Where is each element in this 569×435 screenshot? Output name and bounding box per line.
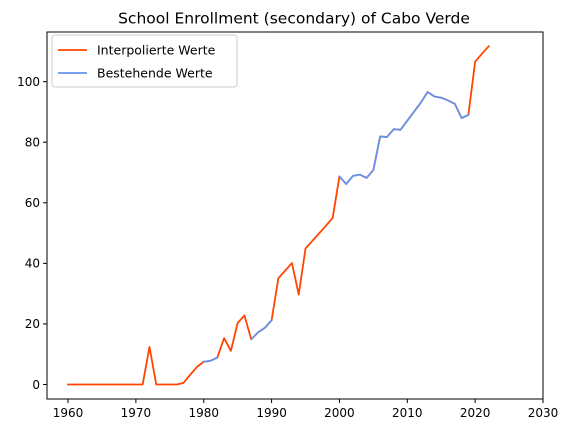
series-layer	[67, 44, 490, 386]
x-tick-label: 2010	[392, 406, 423, 420]
x-tick-label: 2000	[324, 406, 355, 420]
y-tick-label: 80	[25, 136, 40, 150]
x-tick-label: 1960	[53, 406, 84, 420]
x-tick-label: 2030	[528, 406, 559, 420]
y-tick-label: 100	[17, 75, 40, 89]
y-tick-label: 40	[25, 257, 40, 271]
legend-box	[51, 34, 238, 88]
plot-area	[47, 32, 543, 399]
x-tick-label: 2020	[460, 406, 491, 420]
axes-layer: 1960 1970 1980 1990 2000 2010 2020 2030 0 20 40 60 8…	[17, 31, 559, 420]
x-tick-label: 1970	[121, 406, 152, 420]
plot-background	[47, 32, 543, 399]
legend-label-existing: Bestehende Werte	[97, 66, 213, 81]
y-tick-label: 0	[32, 378, 40, 392]
series-line-existing	[202, 91, 470, 363]
legend-label-interpolated: Interpolierte Werte	[97, 43, 216, 58]
legend: Interpolierte Werte Bestehende Werte	[51, 34, 238, 88]
x-tick-label: 1990	[256, 406, 287, 420]
axes-frame	[46, 31, 544, 400]
y-tick-label: 60	[25, 196, 40, 210]
x-tick-label: 1980	[188, 406, 219, 420]
y-tick-label: 20	[25, 317, 40, 331]
chart-title: School Enrollment (secondary) of Cabo Ve…	[118, 10, 470, 28]
